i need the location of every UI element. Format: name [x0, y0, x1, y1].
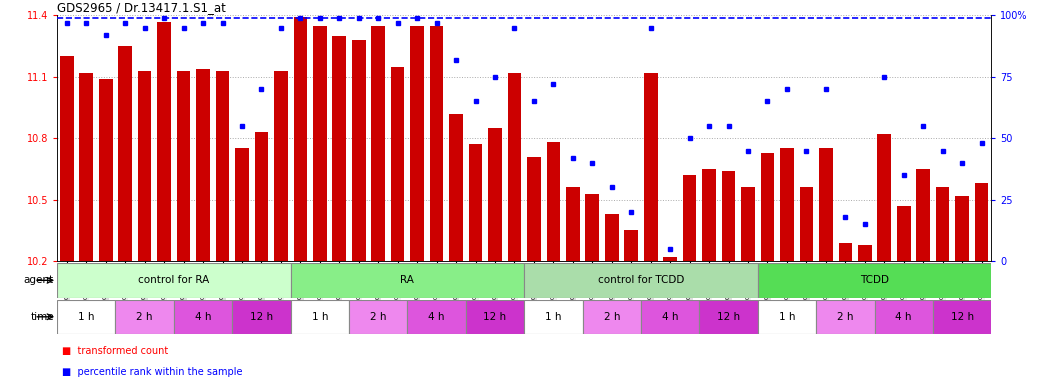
Bar	[936, 187, 950, 261]
Bar	[758, 300, 816, 334]
Bar	[216, 71, 229, 261]
Text: 12 h: 12 h	[951, 312, 974, 322]
Text: GDS2965 / Dr.13417.1.S1_at: GDS2965 / Dr.13417.1.S1_at	[57, 1, 226, 14]
Text: 4 h: 4 h	[195, 312, 212, 322]
Bar	[721, 171, 735, 261]
Bar	[640, 300, 700, 334]
Bar	[407, 300, 466, 334]
Bar	[99, 79, 112, 261]
Text: agent: agent	[24, 275, 54, 285]
Text: RA: RA	[401, 275, 414, 285]
Bar	[524, 263, 758, 298]
Text: 2 h: 2 h	[370, 312, 386, 322]
Bar	[313, 26, 327, 261]
Text: 1 h: 1 h	[311, 312, 328, 322]
Bar	[60, 56, 74, 261]
Bar	[839, 243, 852, 261]
Bar	[955, 195, 968, 261]
Text: control for TCDD: control for TCDD	[598, 275, 684, 285]
Bar	[683, 175, 696, 261]
Bar	[291, 263, 524, 298]
Bar	[57, 263, 291, 298]
Bar	[917, 169, 930, 261]
Bar	[236, 149, 249, 261]
Bar	[524, 300, 582, 334]
Bar	[158, 22, 171, 261]
Text: 4 h: 4 h	[896, 312, 912, 322]
Bar	[758, 263, 991, 298]
Bar	[391, 66, 405, 261]
Text: 2 h: 2 h	[837, 312, 853, 322]
Text: 1 h: 1 h	[778, 312, 795, 322]
Bar	[527, 157, 541, 261]
Bar	[874, 300, 933, 334]
Bar	[625, 230, 638, 261]
Text: 4 h: 4 h	[429, 312, 445, 322]
Text: time: time	[30, 312, 54, 322]
Bar	[897, 206, 910, 261]
Text: ■  transformed count: ■ transformed count	[62, 346, 168, 356]
Bar	[115, 300, 174, 334]
Bar	[352, 40, 365, 261]
Bar	[877, 134, 891, 261]
Bar	[816, 300, 874, 334]
Bar	[858, 245, 872, 261]
Bar	[80, 73, 93, 261]
Bar	[118, 46, 132, 261]
Bar	[663, 257, 677, 261]
Text: ■  percentile rank within the sample: ■ percentile rank within the sample	[62, 367, 243, 377]
Bar	[254, 132, 268, 261]
Bar	[605, 214, 619, 261]
Bar	[449, 114, 463, 261]
Bar	[700, 300, 758, 334]
Bar	[582, 300, 640, 334]
Bar	[430, 26, 443, 261]
Bar	[466, 300, 524, 334]
Text: 4 h: 4 h	[662, 312, 679, 322]
Bar	[174, 300, 233, 334]
Bar	[566, 187, 579, 261]
Bar	[741, 187, 755, 261]
Bar	[332, 36, 346, 261]
Text: TCDD: TCDD	[861, 275, 889, 285]
Bar	[585, 194, 599, 261]
Bar	[547, 142, 561, 261]
Bar	[703, 169, 716, 261]
Bar	[291, 300, 349, 334]
Bar	[819, 149, 832, 261]
Bar	[933, 300, 991, 334]
Bar	[508, 73, 521, 261]
Bar	[349, 300, 407, 334]
Bar	[761, 152, 774, 261]
Bar	[138, 71, 152, 261]
Text: 1 h: 1 h	[545, 312, 562, 322]
Bar	[410, 26, 424, 261]
Bar	[799, 187, 813, 261]
Bar	[469, 144, 483, 261]
Bar	[176, 71, 190, 261]
Bar	[57, 300, 115, 334]
Bar	[196, 69, 210, 261]
Text: 12 h: 12 h	[717, 312, 740, 322]
Bar	[781, 149, 794, 261]
Text: control for RA: control for RA	[138, 275, 210, 285]
Bar	[488, 128, 501, 261]
Bar	[372, 26, 385, 261]
Text: 12 h: 12 h	[250, 312, 273, 322]
Text: 1 h: 1 h	[78, 312, 94, 322]
Text: 12 h: 12 h	[484, 312, 507, 322]
Bar	[294, 17, 307, 261]
Text: 2 h: 2 h	[603, 312, 620, 322]
Bar	[274, 71, 288, 261]
Bar	[644, 73, 657, 261]
Bar	[975, 183, 988, 261]
Bar	[233, 300, 291, 334]
Text: 2 h: 2 h	[136, 312, 153, 322]
